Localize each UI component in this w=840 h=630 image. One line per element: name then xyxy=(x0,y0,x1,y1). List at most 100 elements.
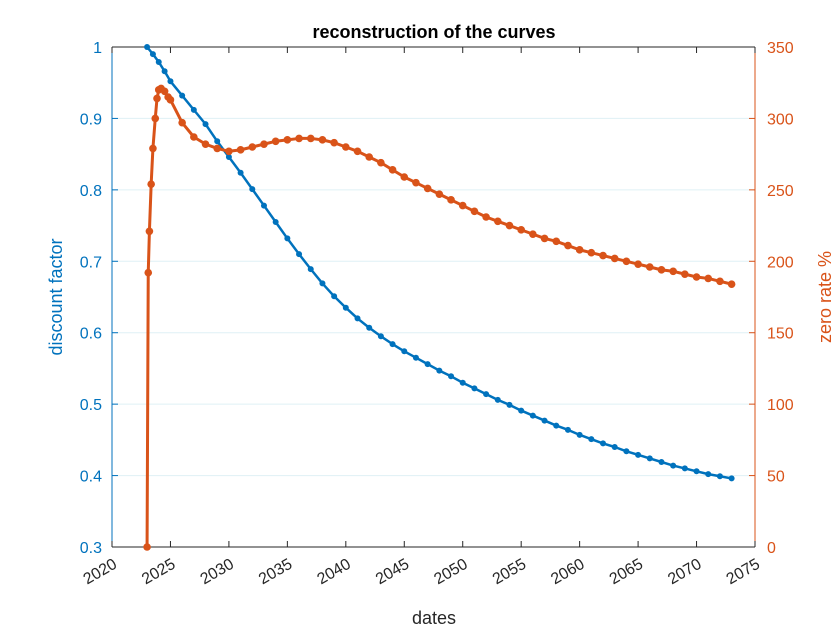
data-point-left xyxy=(448,373,455,380)
data-point-left xyxy=(354,315,361,322)
data-point-left xyxy=(366,324,373,331)
data-point-left xyxy=(214,138,221,145)
data-point-right xyxy=(470,207,479,216)
data-point-left xyxy=(272,219,279,225)
data-point-left xyxy=(296,251,303,258)
data-point-left xyxy=(611,444,618,450)
data-point-left xyxy=(646,455,653,462)
data-point-left xyxy=(377,333,384,340)
left-axis-title: discount factor xyxy=(46,238,66,355)
right-tick-label: 250 xyxy=(767,183,794,200)
bottom-tick-label: 2040 xyxy=(314,556,353,589)
data-point-right xyxy=(423,184,432,193)
series-left xyxy=(144,44,735,482)
data-point-left xyxy=(635,451,642,458)
data-point-right xyxy=(517,226,525,234)
bottom-tick-label: 2020 xyxy=(81,556,120,589)
data-point-left xyxy=(518,407,525,414)
data-point-left xyxy=(471,385,478,392)
data-point-right xyxy=(213,144,222,153)
data-point-right xyxy=(692,273,701,281)
chart-title: reconstruction of the curves xyxy=(312,22,555,42)
data-point-left xyxy=(284,235,291,242)
data-point-left xyxy=(600,440,607,447)
right-tick-label: 50 xyxy=(767,469,785,486)
data-point-right xyxy=(657,266,666,274)
data-point-right xyxy=(599,251,607,260)
series-line-left xyxy=(146,46,732,480)
left-tick-label: 1 xyxy=(93,40,102,57)
data-point-left xyxy=(658,459,665,465)
bottom-tick-label: 2025 xyxy=(139,556,178,589)
data-point-right xyxy=(225,147,233,156)
data-point-left xyxy=(564,426,571,433)
right-tick-label: 350 xyxy=(767,40,794,57)
data-point-left xyxy=(670,462,677,469)
data-point-right xyxy=(151,114,160,123)
data-point-left xyxy=(728,475,735,482)
data-point-left xyxy=(412,354,419,361)
left-tick-label: 0.6 xyxy=(80,326,102,343)
data-point-right xyxy=(153,94,161,103)
data-point-left xyxy=(167,78,174,85)
data-point-left xyxy=(576,431,583,438)
data-point-left xyxy=(190,106,197,113)
data-point-right xyxy=(564,241,572,250)
data-point-left xyxy=(401,348,408,355)
data-point-right xyxy=(634,260,642,268)
data-point-right xyxy=(353,147,362,156)
data-point-right xyxy=(318,136,327,144)
data-point-left xyxy=(541,417,548,424)
left-tick-label: 0.3 xyxy=(80,540,102,557)
right-tick-label: 200 xyxy=(767,254,794,271)
data-point-left xyxy=(623,448,630,455)
series-layer xyxy=(143,44,736,551)
data-point-right xyxy=(201,140,210,148)
data-point-right xyxy=(388,166,397,174)
data-point-left xyxy=(202,121,209,128)
data-point-left xyxy=(155,59,162,65)
data-point-right xyxy=(435,190,444,198)
data-point-right xyxy=(529,230,537,238)
data-point-left xyxy=(319,280,326,287)
data-point-right xyxy=(482,213,490,221)
left-axis: 0.3 0.4 0.5 0.6 0.7 0.8 0.9 1 xyxy=(80,40,118,557)
data-point-right xyxy=(377,158,385,167)
x-axis-title: dates xyxy=(412,608,456,628)
left-tick-label: 0.7 xyxy=(80,254,102,271)
data-point-right xyxy=(283,136,292,144)
data-point-right xyxy=(587,248,596,257)
data-point-left xyxy=(553,422,560,429)
data-point-left xyxy=(331,293,338,300)
data-point-right xyxy=(147,180,155,188)
data-point-right xyxy=(365,153,374,161)
data-point-right xyxy=(645,263,654,271)
data-point-right xyxy=(704,274,713,283)
data-point-left xyxy=(144,44,151,50)
data-point-right xyxy=(727,280,736,288)
data-point-right xyxy=(271,137,280,146)
left-tick-label: 0.4 xyxy=(80,469,102,486)
data-point-right xyxy=(552,237,561,246)
right-tick-label: 100 xyxy=(767,397,794,414)
data-point-right xyxy=(458,201,467,210)
data-point-left xyxy=(436,367,443,374)
data-point-right xyxy=(342,143,350,151)
data-point-left xyxy=(693,468,700,475)
data-point-left xyxy=(225,154,232,160)
bottom-tick-label: 2065 xyxy=(607,556,646,589)
data-point-right xyxy=(143,543,151,551)
data-point-left xyxy=(705,471,712,478)
bottom-tick-label: 2060 xyxy=(548,556,587,589)
right-axis: 0 50 100 150 200 250 300 350 xyxy=(749,40,794,557)
bottom-axis: 2020 2025 2030 2035 2040 2045 2050 2055 2060 2065… xyxy=(81,46,763,589)
data-point-left xyxy=(494,396,501,403)
data-point-left xyxy=(260,202,267,209)
data-point-left xyxy=(529,412,536,419)
bottom-tick-label: 2030 xyxy=(198,556,237,589)
data-point-right xyxy=(149,144,157,153)
data-point-right xyxy=(610,254,619,263)
data-point-right xyxy=(447,196,455,204)
right-tick-label: 300 xyxy=(767,111,794,128)
